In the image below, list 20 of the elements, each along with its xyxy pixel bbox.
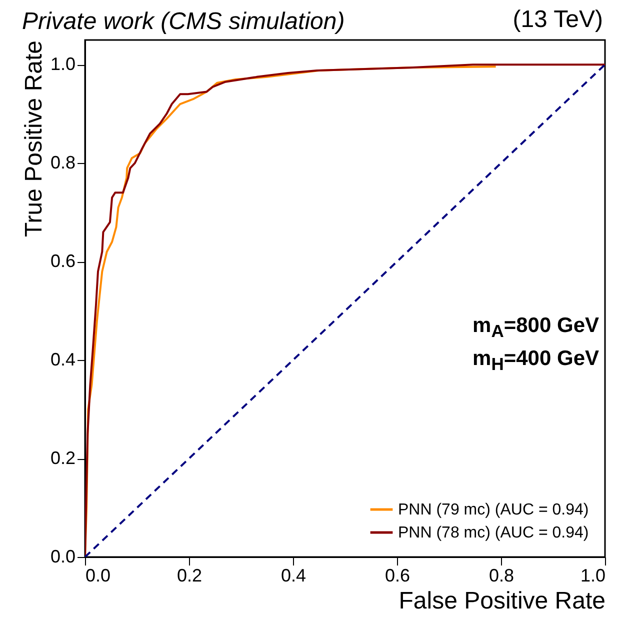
legend-label: PNN (78 mc) (AUC = 0.94) (398, 524, 589, 542)
y-axis-title: True Positive Rate (20, 40, 48, 238)
x-tick-label: 1.0 (580, 566, 606, 586)
chart-title: Private work (CMS simulation) (22, 8, 345, 35)
y-tick-label: 0.4 (50, 350, 76, 370)
legend-label: PNN (79 mc) (AUC = 0.94) (398, 502, 589, 518)
y-tick-label: 0.0 (50, 546, 76, 566)
y-tick-label: 0.6 (50, 251, 76, 272)
x-tick-label: 0.2 (176, 566, 202, 586)
annotation: m$_{A}$=800 GeV (472, 313, 599, 344)
x-tick-label: 0.8 (488, 566, 514, 586)
y-tick-label: 0.8 (50, 152, 76, 173)
x-tick-label: 0.0 (86, 566, 111, 586)
x-axis-title: False Positive Rate (398, 588, 606, 614)
y-tick-label: 0.2 (50, 448, 76, 468)
chart-subtitle: (13 TeV) (512, 6, 603, 34)
x-tick-label: 0.6 (384, 566, 410, 586)
y-tick-label: 1.0 (50, 54, 76, 74)
x-tick-label: 0.4 (280, 566, 306, 586)
annotation: m$_{H}$=400 GeV (472, 346, 599, 376)
